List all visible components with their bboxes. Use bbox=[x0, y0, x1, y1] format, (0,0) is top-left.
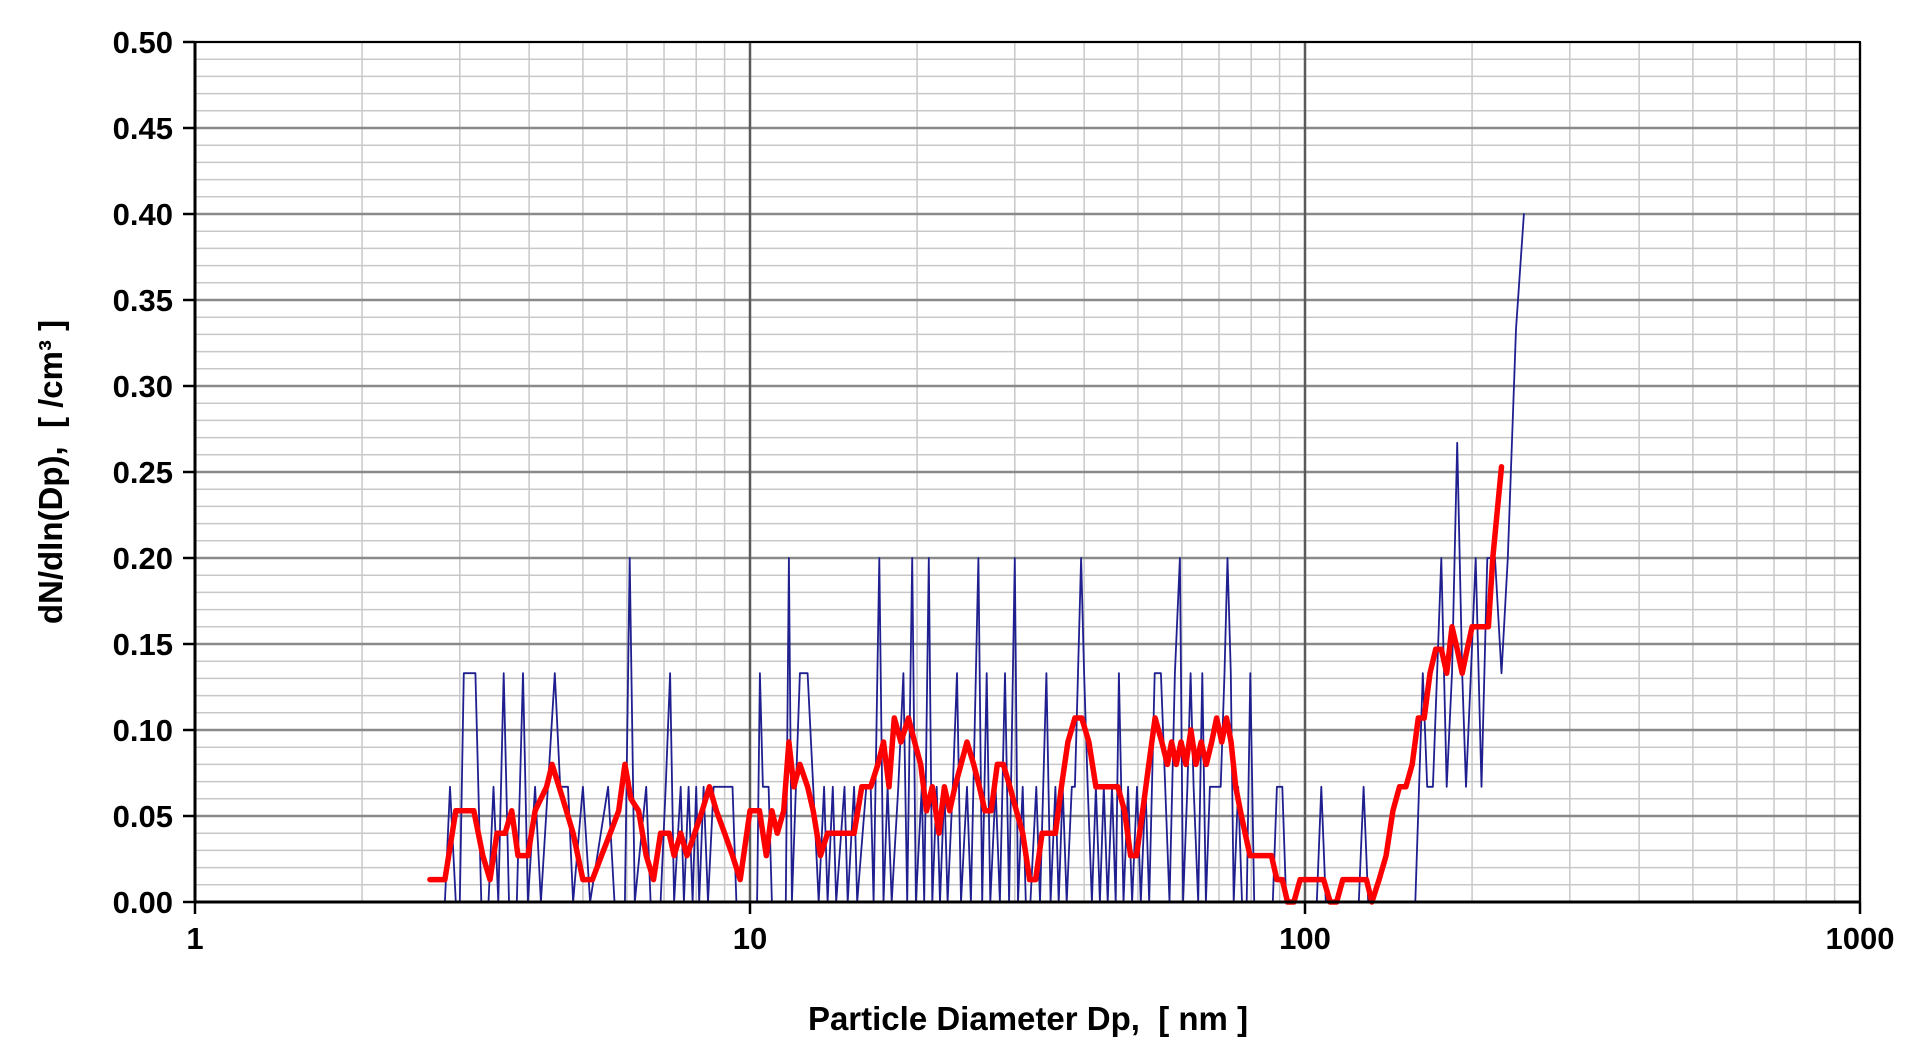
series-line-2 bbox=[427, 464, 1505, 905]
axes-layer: 0.00 0.05 0.10 0.15 0.20 0.25 0.30 0.35 0.40 0.45… bbox=[113, 25, 1895, 956]
y-axis-title: dN/dln(Dp), [ /cm³ ] bbox=[32, 320, 69, 624]
y-tick-label: 0.25 bbox=[113, 455, 173, 490]
y-tick-label: 0.00 bbox=[113, 885, 173, 920]
y-tick-label: 0.30 bbox=[113, 369, 173, 404]
y-tick-label: 0.10 bbox=[113, 713, 173, 748]
x-tick-label: 100 bbox=[1279, 921, 1331, 956]
x-tick-label: 10 bbox=[733, 921, 767, 956]
y-tick-label: 0.20 bbox=[113, 541, 173, 576]
y-tick-label: 0.15 bbox=[113, 627, 173, 662]
x-tick-label: 1 bbox=[186, 921, 203, 956]
y-tick-label: 0.45 bbox=[113, 111, 173, 146]
series-line-1 bbox=[444, 213, 1525, 903]
y-tick-label: 0.05 bbox=[113, 799, 173, 834]
y-tick-label: 0.40 bbox=[113, 197, 173, 232]
x-tick-label: 1000 bbox=[1826, 921, 1895, 956]
y-tick-label: 0.50 bbox=[113, 25, 173, 60]
series-layer bbox=[427, 213, 1525, 905]
grid-lines bbox=[193, 40, 1862, 904]
x-axis-title: Particle Diameter Dp, [ nm ] bbox=[808, 1000, 1248, 1037]
y-tick-label: 0.35 bbox=[113, 283, 173, 318]
